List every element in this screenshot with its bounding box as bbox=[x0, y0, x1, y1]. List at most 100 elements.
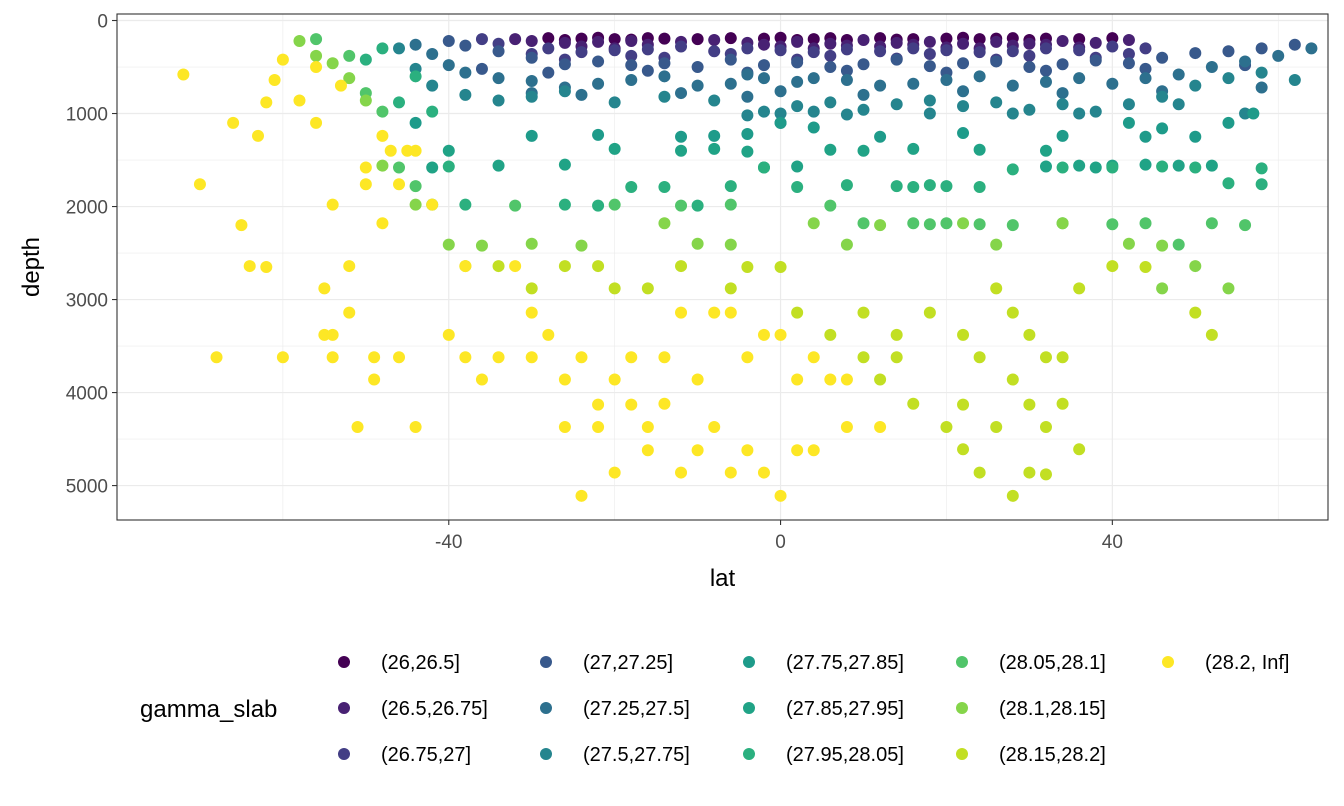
data-point bbox=[326, 198, 339, 211]
data-point bbox=[310, 61, 323, 74]
data-point bbox=[1122, 237, 1135, 250]
data-point bbox=[575, 46, 588, 59]
legend-item: (28.15,28.2] bbox=[956, 744, 1106, 766]
data-point bbox=[625, 49, 638, 62]
data-point bbox=[575, 239, 588, 252]
data-point bbox=[1039, 42, 1052, 55]
data-point bbox=[1039, 351, 1052, 364]
data-point bbox=[824, 328, 837, 341]
data-point bbox=[874, 420, 887, 433]
data-point bbox=[409, 144, 422, 157]
data-point bbox=[973, 46, 986, 59]
data-point bbox=[874, 219, 887, 232]
data-point bbox=[193, 178, 206, 191]
data-point bbox=[525, 351, 538, 364]
data-point bbox=[824, 199, 837, 212]
data-point bbox=[774, 489, 787, 502]
data-point bbox=[708, 45, 721, 58]
x-tick-label: -40 bbox=[435, 532, 462, 553]
y-tick-label: 1000 bbox=[66, 105, 108, 126]
legend-label: (27.75,27.85] bbox=[786, 652, 904, 674]
data-point bbox=[857, 103, 870, 116]
data-point bbox=[1056, 397, 1069, 410]
data-point bbox=[409, 38, 422, 51]
data-point bbox=[558, 158, 571, 171]
data-point bbox=[658, 32, 671, 45]
legend-label: (28.1,28.15] bbox=[999, 698, 1106, 720]
data-point bbox=[401, 144, 414, 157]
data-point bbox=[741, 145, 754, 158]
data-point bbox=[658, 90, 671, 103]
data-point bbox=[475, 239, 488, 252]
data-point bbox=[741, 68, 754, 81]
data-point bbox=[608, 282, 621, 295]
legend-item: (27.85,27.95] bbox=[743, 698, 904, 720]
data-point bbox=[907, 397, 920, 410]
data-point bbox=[459, 39, 472, 52]
data-point bbox=[1056, 98, 1069, 111]
data-point bbox=[1089, 161, 1102, 174]
legend-key bbox=[956, 748, 968, 760]
data-point bbox=[857, 88, 870, 101]
data-point bbox=[708, 420, 721, 433]
data-point bbox=[442, 34, 455, 47]
data-point bbox=[840, 108, 853, 121]
data-point bbox=[326, 328, 339, 341]
data-point bbox=[442, 238, 455, 251]
data-point bbox=[973, 218, 986, 231]
legend-item: (27.95,28.05] bbox=[743, 744, 904, 766]
data-point bbox=[351, 420, 364, 433]
data-point bbox=[923, 107, 936, 120]
data-point bbox=[757, 38, 770, 51]
data-point bbox=[890, 328, 903, 341]
data-point bbox=[658, 217, 671, 230]
legend-item: (27.25,27.5] bbox=[540, 698, 690, 720]
data-point bbox=[1189, 161, 1202, 174]
data-point bbox=[442, 144, 455, 157]
data-point bbox=[426, 198, 439, 211]
legend-key bbox=[540, 748, 552, 760]
x-axis: -40 0 40 bbox=[435, 520, 1123, 553]
data-point bbox=[442, 59, 455, 72]
y-axis: 0 1000 2000 3000 4000 5000 bbox=[66, 12, 117, 498]
data-point bbox=[525, 129, 538, 142]
data-point bbox=[907, 77, 920, 90]
data-point bbox=[774, 44, 787, 57]
legend-key bbox=[743, 702, 755, 714]
data-point bbox=[1239, 107, 1252, 120]
data-point bbox=[990, 96, 1003, 109]
data-point bbox=[1023, 466, 1036, 479]
data-point bbox=[252, 129, 265, 142]
data-point bbox=[824, 37, 837, 50]
legend-item: (26,26.5] bbox=[338, 652, 460, 674]
data-point bbox=[1039, 160, 1052, 173]
data-point bbox=[757, 161, 770, 174]
data-point bbox=[310, 49, 323, 62]
data-point bbox=[791, 373, 804, 386]
data-point bbox=[774, 85, 787, 98]
data-point bbox=[940, 44, 953, 57]
data-point bbox=[741, 261, 754, 273]
data-point bbox=[575, 489, 588, 502]
data-point bbox=[791, 100, 804, 113]
data-point bbox=[359, 178, 372, 191]
data-point bbox=[1189, 306, 1202, 319]
data-point bbox=[558, 420, 571, 433]
data-point bbox=[874, 373, 887, 386]
data-point bbox=[940, 217, 953, 230]
data-point bbox=[625, 398, 638, 411]
data-point bbox=[542, 66, 555, 79]
data-point bbox=[1006, 306, 1019, 319]
data-point bbox=[343, 306, 356, 319]
data-point bbox=[1156, 51, 1169, 64]
data-point bbox=[558, 85, 571, 98]
data-point bbox=[1156, 239, 1169, 252]
data-point bbox=[741, 127, 754, 140]
data-point bbox=[409, 198, 422, 211]
data-point bbox=[641, 444, 654, 457]
legend-item: (28.2, Inf] bbox=[1162, 652, 1290, 674]
data-point bbox=[840, 179, 853, 192]
data-point bbox=[1205, 159, 1218, 172]
data-point bbox=[923, 94, 936, 107]
data-point bbox=[334, 79, 347, 92]
